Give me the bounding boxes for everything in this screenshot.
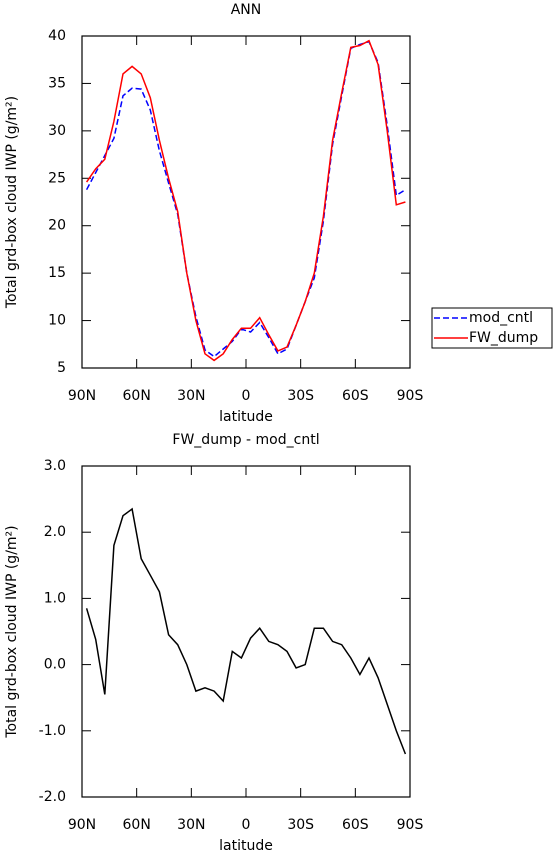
- x-tick-label: 30S: [287, 817, 314, 833]
- x-tick-label: 0: [242, 388, 251, 404]
- y-tick-label: 25: [48, 170, 66, 186]
- x-tick-label: 90S: [397, 817, 424, 833]
- x-tick-label: 60N: [123, 817, 151, 833]
- x-tick-label: 30N: [177, 388, 205, 404]
- y-tick-label: 1.0: [44, 590, 66, 606]
- plot-frame: [81, 465, 411, 798]
- y-tick-label: 3.0: [44, 458, 66, 474]
- x-axis-label: latitude: [219, 838, 273, 851]
- x-tick-label: 60S: [342, 388, 369, 404]
- y-tick-label: 20: [48, 218, 66, 234]
- plot-frame: [81, 35, 411, 369]
- data-line: [85, 40, 406, 358]
- y-axis-label: Total grd-box cloud IWP (g/m²): [4, 96, 20, 309]
- y-axis-label: Total grd-box cloud IWP (g/m²): [4, 525, 20, 738]
- y-tick-label: 40: [48, 28, 66, 44]
- data-line: [85, 39, 406, 362]
- y-tick-label: 0.0: [44, 657, 66, 673]
- y-tick-label: 10: [48, 313, 66, 329]
- legend-box: [431, 307, 553, 349]
- legend-label: FW_dump: [469, 330, 538, 346]
- x-axis-label: latitude: [219, 409, 273, 425]
- y-tick-label: 2.0: [44, 524, 66, 540]
- x-tick-label: 60N: [123, 388, 151, 404]
- x-tick-label: 90S: [397, 388, 424, 404]
- x-tick-label: 90N: [68, 388, 96, 404]
- chart-title: FW_dump - mod_cntl: [172, 432, 319, 448]
- y-tick-label: 30: [48, 123, 66, 139]
- chart-title: ANN: [231, 2, 262, 18]
- legend-label: mod_cntl: [469, 310, 533, 326]
- x-tick-label: 30S: [287, 388, 314, 404]
- x-tick-label: 90N: [68, 817, 96, 833]
- data-line: [85, 507, 407, 755]
- y-tick-label: -1.0: [39, 723, 66, 739]
- x-tick-label: 60S: [342, 817, 369, 833]
- y-tick-label: 35: [48, 75, 66, 91]
- y-tick-label: 15: [48, 265, 66, 281]
- x-tick-label: 0: [242, 817, 251, 833]
- y-tick-label: 5: [57, 360, 66, 376]
- y-tick-label: -2.0: [39, 789, 66, 805]
- x-tick-label: 30N: [177, 817, 205, 833]
